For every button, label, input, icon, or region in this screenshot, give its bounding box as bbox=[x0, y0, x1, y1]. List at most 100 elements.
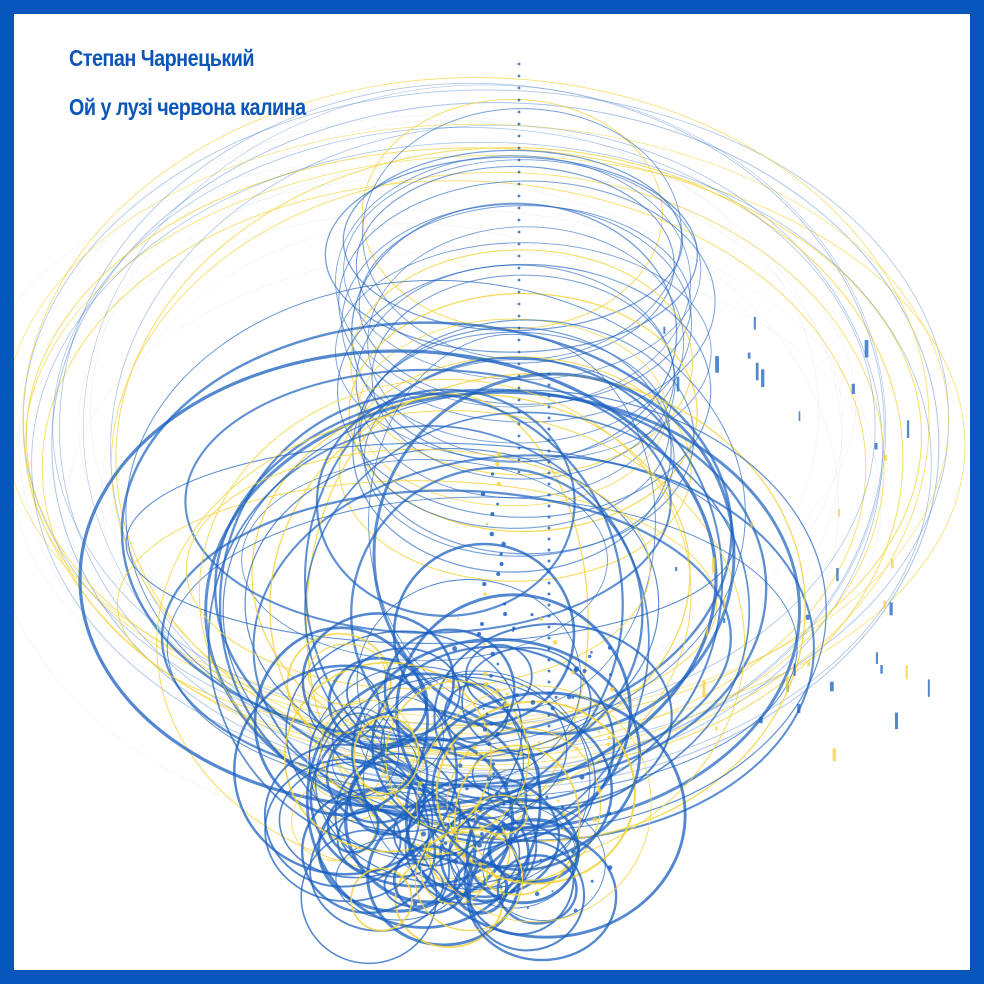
note-dot bbox=[484, 682, 488, 686]
note-dot bbox=[432, 742, 437, 747]
note-dot bbox=[432, 828, 437, 834]
note-dot bbox=[465, 787, 469, 791]
note-dot bbox=[592, 817, 598, 823]
lower-ring bbox=[350, 867, 413, 932]
upper-ring bbox=[358, 205, 692, 405]
ghost-ring bbox=[78, 161, 844, 687]
upper-ring bbox=[363, 358, 675, 557]
note-dash bbox=[753, 316, 756, 330]
upper-ring bbox=[324, 156, 698, 353]
note-dot bbox=[607, 811, 612, 816]
note-dot bbox=[517, 170, 521, 174]
note-dot bbox=[450, 746, 455, 751]
lower-ring bbox=[393, 845, 470, 915]
upper-ring bbox=[352, 326, 672, 573]
note-dot bbox=[547, 416, 551, 420]
note-dash bbox=[675, 566, 678, 572]
lower-ring bbox=[309, 707, 528, 888]
note-dot bbox=[547, 680, 551, 684]
note-dash bbox=[829, 681, 834, 692]
lower-ring bbox=[496, 854, 578, 925]
note-dot bbox=[517, 410, 521, 414]
lower-ring bbox=[264, 758, 430, 903]
note-dot bbox=[439, 710, 442, 713]
note-dot bbox=[505, 842, 509, 846]
note-dash bbox=[761, 369, 765, 388]
note-dash bbox=[889, 602, 893, 616]
note-dot bbox=[483, 592, 487, 596]
note-dot bbox=[597, 730, 601, 734]
note-dot bbox=[496, 451, 501, 457]
note-dash bbox=[676, 376, 680, 392]
note-dot bbox=[502, 802, 506, 806]
upper-ring bbox=[355, 264, 676, 499]
note-dot bbox=[526, 906, 529, 909]
note-dash bbox=[883, 600, 886, 609]
note-dot bbox=[517, 326, 521, 330]
note-dot bbox=[490, 472, 495, 476]
note-dot bbox=[517, 314, 521, 318]
note-dot bbox=[478, 862, 482, 866]
note-dash bbox=[805, 614, 810, 620]
note-dot bbox=[483, 642, 486, 646]
note-dot bbox=[517, 470, 521, 474]
note-dot bbox=[539, 858, 542, 861]
note-dot bbox=[457, 617, 460, 620]
note-dot bbox=[420, 831, 426, 837]
note-dot bbox=[517, 302, 521, 306]
note-dot bbox=[590, 650, 593, 654]
note-dot bbox=[499, 552, 503, 556]
note-dot bbox=[496, 481, 502, 487]
note-dot bbox=[517, 422, 521, 426]
note-dot bbox=[503, 611, 508, 617]
note-dot bbox=[513, 708, 517, 711]
note-dash bbox=[864, 339, 869, 358]
note-dot bbox=[504, 702, 508, 707]
note-dot bbox=[517, 86, 521, 90]
note-dot bbox=[547, 482, 551, 486]
note-dot bbox=[453, 734, 458, 739]
note-dot bbox=[547, 438, 551, 442]
note-dot bbox=[547, 427, 551, 431]
lower-ring bbox=[308, 665, 524, 861]
note-dot bbox=[512, 629, 515, 632]
note-dot bbox=[452, 646, 458, 652]
note-dot bbox=[519, 751, 523, 756]
lower-ring bbox=[435, 700, 636, 885]
note-dot bbox=[547, 515, 551, 519]
note-dot bbox=[489, 674, 493, 678]
note-dot bbox=[436, 740, 439, 743]
note-dot bbox=[547, 372, 551, 376]
note-dot bbox=[494, 792, 499, 796]
note-dot bbox=[586, 772, 589, 775]
lower-ring bbox=[278, 761, 434, 879]
note-dot bbox=[482, 882, 487, 886]
note-dot bbox=[514, 693, 519, 698]
note-dot bbox=[485, 522, 489, 526]
note-dot bbox=[579, 774, 585, 780]
note-dot bbox=[547, 460, 551, 464]
note-dot bbox=[517, 182, 521, 186]
upper-ring bbox=[348, 292, 698, 533]
note-dot bbox=[590, 879, 594, 883]
note-dash bbox=[875, 652, 878, 664]
note-dot bbox=[517, 206, 521, 210]
note-dot bbox=[517, 458, 521, 462]
note-dot bbox=[517, 194, 521, 198]
note-dot bbox=[501, 541, 506, 547]
note-dot bbox=[441, 902, 444, 905]
mid-ring bbox=[156, 410, 746, 879]
note-dot bbox=[524, 791, 527, 794]
note-dot bbox=[502, 892, 506, 896]
note-dot bbox=[547, 592, 551, 596]
note-dot bbox=[462, 809, 465, 812]
note-dash bbox=[883, 454, 888, 461]
lower-ring bbox=[466, 831, 618, 962]
song-title: Ой у лузі червона калина bbox=[69, 94, 306, 120]
lower-ring bbox=[253, 626, 430, 817]
note-dash bbox=[715, 726, 718, 731]
note-dot bbox=[561, 811, 566, 817]
lower-ring bbox=[331, 729, 418, 797]
note-dot bbox=[517, 74, 521, 78]
upper-ring bbox=[342, 149, 684, 332]
